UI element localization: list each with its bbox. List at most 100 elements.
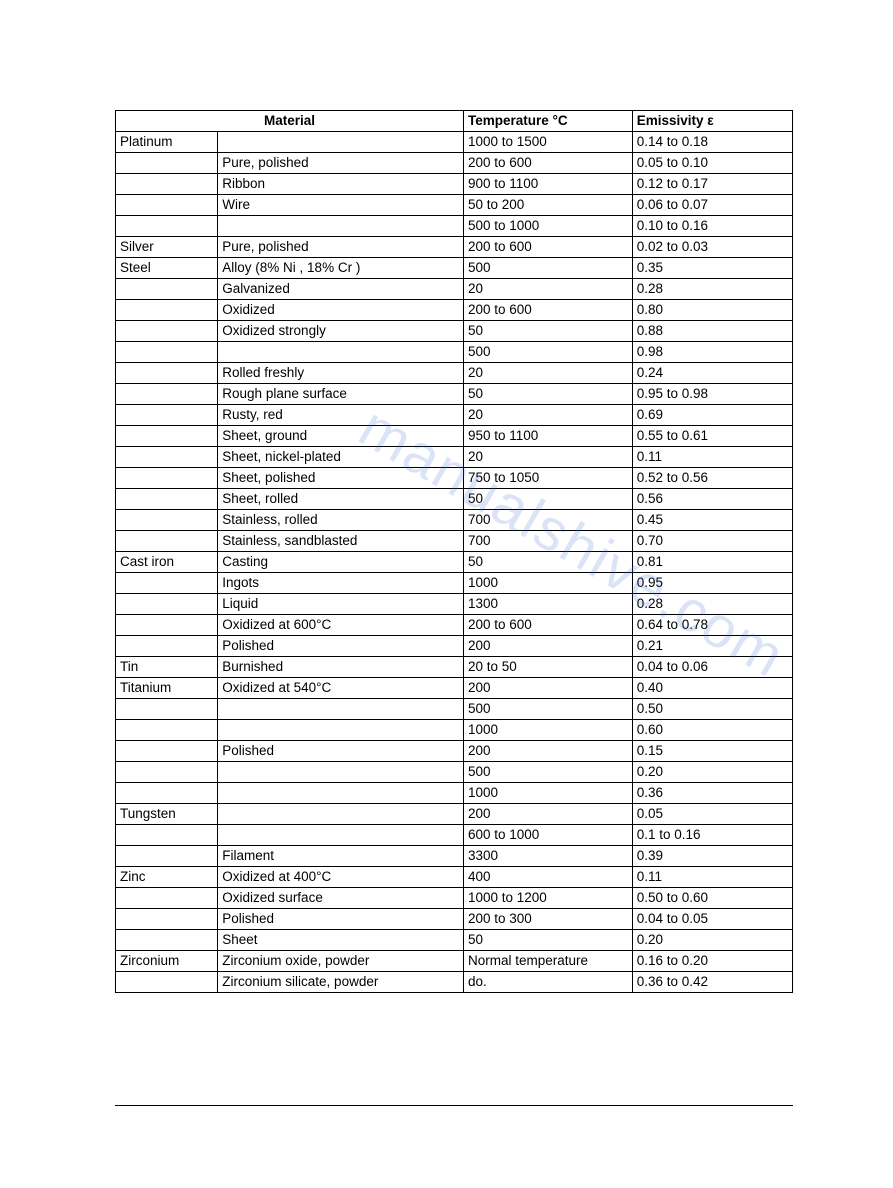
table-cell xyxy=(116,573,218,594)
table-cell xyxy=(116,300,218,321)
table-cell: Burnished xyxy=(218,657,464,678)
table-cell: 0.12 to 0.17 xyxy=(632,174,792,195)
table-cell xyxy=(116,321,218,342)
table-cell xyxy=(218,216,464,237)
table-row: SilverPure, polished200 to 6000.02 to 0.… xyxy=(116,237,793,258)
table-cell: Sheet, ground xyxy=(218,426,464,447)
table-cell xyxy=(116,468,218,489)
table-cell: Wire xyxy=(218,195,464,216)
col-emissivity: Emissivity ε xyxy=(632,111,792,132)
table-row: Sheet, rolled500.56 xyxy=(116,489,793,510)
table-row: ZirconiumZirconium oxide, powderNormal t… xyxy=(116,951,793,972)
table-cell xyxy=(218,132,464,153)
table-cell: Liquid xyxy=(218,594,464,615)
table-cell xyxy=(218,342,464,363)
table-cell: Oxidized at 400°C xyxy=(218,867,464,888)
table-cell: Ribbon xyxy=(218,174,464,195)
table-cell: 0.02 to 0.03 xyxy=(632,237,792,258)
table-row: Sheet500.20 xyxy=(116,930,793,951)
table-cell: Zirconium oxide, powder xyxy=(218,951,464,972)
table-cell: 0.36 to 0.42 xyxy=(632,972,792,993)
table-cell: 0.04 to 0.05 xyxy=(632,909,792,930)
table-cell xyxy=(218,762,464,783)
table-cell: Galvanized xyxy=(218,279,464,300)
table-cell: Oxidized strongly xyxy=(218,321,464,342)
table-row: Wire50 to 2000.06 to 0.07 xyxy=(116,195,793,216)
table-cell: 0.52 to 0.56 xyxy=(632,468,792,489)
table-cell: 500 xyxy=(463,699,632,720)
table-cell xyxy=(116,342,218,363)
table-row: Sheet, polished750 to 10500.52 to 0.56 xyxy=(116,468,793,489)
table-cell: Polished xyxy=(218,741,464,762)
table-cell xyxy=(116,930,218,951)
table-cell: 0.28 xyxy=(632,279,792,300)
table-cell: 0.20 xyxy=(632,762,792,783)
table-cell: Rough plane surface xyxy=(218,384,464,405)
table-cell: Tungsten xyxy=(116,804,218,825)
table-cell: 50 xyxy=(463,489,632,510)
table-row: ZincOxidized at 400°C4000.11 xyxy=(116,867,793,888)
table-cell: 0.64 to 0.78 xyxy=(632,615,792,636)
table-cell: Oxidized xyxy=(218,300,464,321)
table-cell: 500 xyxy=(463,342,632,363)
table-cell: Ingots xyxy=(218,573,464,594)
table-cell xyxy=(116,489,218,510)
table-cell xyxy=(218,699,464,720)
table-cell: 0.88 xyxy=(632,321,792,342)
table-cell xyxy=(218,804,464,825)
table-cell: 0.36 xyxy=(632,783,792,804)
table-header-row: Material Temperature °C Emissivity ε xyxy=(116,111,793,132)
table-cell: 0.14 to 0.18 xyxy=(632,132,792,153)
table-cell: 50 xyxy=(463,321,632,342)
table-cell: 0.05 to 0.10 xyxy=(632,153,792,174)
table-cell xyxy=(116,384,218,405)
table-cell xyxy=(116,174,218,195)
table-row: Polished200 to 3000.04 to 0.05 xyxy=(116,909,793,930)
table-cell xyxy=(116,153,218,174)
table-header: Material Temperature °C Emissivity ε xyxy=(116,111,793,132)
table-row: Galvanized200.28 xyxy=(116,279,793,300)
table-cell xyxy=(116,762,218,783)
table-cell: 900 to 1100 xyxy=(463,174,632,195)
table-cell: 200 to 300 xyxy=(463,909,632,930)
table-cell xyxy=(116,888,218,909)
table-row: SteelAlloy (8% Ni , 18% Cr )5000.35 xyxy=(116,258,793,279)
table-cell: 0.39 xyxy=(632,846,792,867)
table-cell xyxy=(116,594,218,615)
table-cell: 200 to 600 xyxy=(463,237,632,258)
table-cell: Oxidized surface xyxy=(218,888,464,909)
table-cell xyxy=(116,825,218,846)
table-cell xyxy=(116,741,218,762)
table-cell: 0.80 xyxy=(632,300,792,321)
table-row: TitaniumOxidized at 540°C2000.40 xyxy=(116,678,793,699)
table-cell: Platinum xyxy=(116,132,218,153)
table-cell: Pure, polished xyxy=(218,153,464,174)
table-cell: 0.11 xyxy=(632,447,792,468)
table-cell: 0.35 xyxy=(632,258,792,279)
table-cell: Oxidized at 540°C xyxy=(218,678,464,699)
col-material: Material xyxy=(116,111,464,132)
table-row: Liquid13000.28 xyxy=(116,594,793,615)
table-row: Polished2000.21 xyxy=(116,636,793,657)
table-cell: 1000 xyxy=(463,573,632,594)
table-cell: 0.50 to 0.60 xyxy=(632,888,792,909)
table-cell xyxy=(116,510,218,531)
table-row: Pure, polished200 to 6000.05 to 0.10 xyxy=(116,153,793,174)
table-cell: 500 to 1000 xyxy=(463,216,632,237)
table-cell: Casting xyxy=(218,552,464,573)
table-cell: 0.15 xyxy=(632,741,792,762)
table-cell: 0.28 xyxy=(632,594,792,615)
table-cell: 0.45 xyxy=(632,510,792,531)
table-row: 500 to 10000.10 to 0.16 xyxy=(116,216,793,237)
table-cell xyxy=(116,216,218,237)
table-cell: 50 to 200 xyxy=(463,195,632,216)
table-cell: 20 xyxy=(463,279,632,300)
table-cell: 0.95 to 0.98 xyxy=(632,384,792,405)
table-cell: 20 to 50 xyxy=(463,657,632,678)
table-cell xyxy=(218,825,464,846)
table-cell xyxy=(116,405,218,426)
table-cell: 0.10 to 0.16 xyxy=(632,216,792,237)
table-cell: 750 to 1050 xyxy=(463,468,632,489)
table-cell xyxy=(116,636,218,657)
table-cell: 0.60 xyxy=(632,720,792,741)
